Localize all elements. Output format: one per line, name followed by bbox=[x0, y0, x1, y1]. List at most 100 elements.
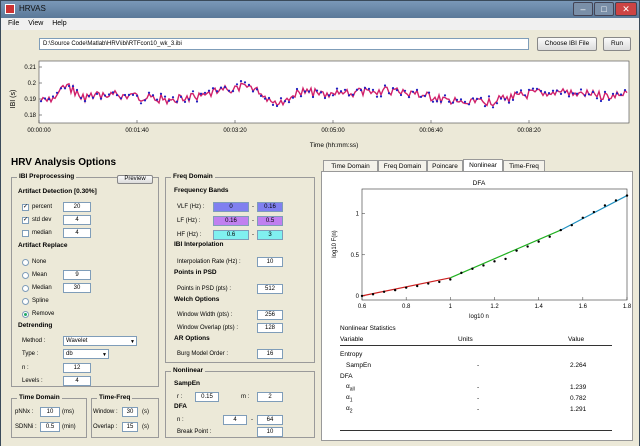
ibi-ylabel: IBI (s) bbox=[10, 90, 17, 109]
dfa-ytick-label: 1 bbox=[356, 212, 360, 218]
artifact-detection-label: Artifact Detection [0.30%] bbox=[18, 188, 97, 195]
type-select[interactable]: db ▼ bbox=[63, 349, 109, 359]
replace-median-input[interactable]: 30 bbox=[63, 283, 91, 293]
ibi-point bbox=[571, 92, 575, 95]
overlap-input[interactable]: 15 bbox=[122, 422, 138, 432]
dfa-xtick-label: 0.6 bbox=[358, 304, 367, 310]
lf-lo-input[interactable]: 0.16 bbox=[213, 216, 249, 226]
window-overlap-input[interactable]: 128 bbox=[257, 323, 283, 333]
ibi-point bbox=[539, 89, 543, 93]
tab-nonlinear[interactable]: Nonlinear bbox=[463, 159, 503, 172]
dfa-xtick-label: 1.4 bbox=[534, 304, 543, 310]
dfa-xtick-label: 1.2 bbox=[490, 304, 499, 310]
window-input[interactable]: 30 bbox=[122, 407, 138, 417]
vlf-lo-input[interactable]: 0 bbox=[213, 202, 249, 212]
ibi-point bbox=[215, 90, 219, 93]
ibi-point bbox=[587, 93, 591, 96]
replace-none-radio[interactable] bbox=[22, 259, 29, 266]
dfa-point bbox=[625, 194, 629, 197]
run-button[interactable]: Run bbox=[603, 37, 631, 51]
dfa-xtick-label: 1.6 bbox=[579, 304, 588, 310]
menu-help[interactable]: Help bbox=[52, 20, 67, 27]
time-domain-panel: Time Domain bbox=[11, 394, 87, 438]
detrend-n-input[interactable]: 12 bbox=[63, 363, 91, 373]
median-input[interactable]: 4 bbox=[63, 228, 91, 238]
hf-label: HF (Hz) : bbox=[177, 232, 202, 238]
ibi-point bbox=[347, 94, 351, 97]
ibi-point bbox=[143, 99, 147, 102]
preview-button[interactable]: Preview bbox=[117, 175, 153, 184]
interp-rate-input[interactable]: 10 bbox=[257, 257, 283, 267]
replace-spline-radio[interactable] bbox=[22, 298, 29, 305]
overlap-label: Overlap : bbox=[93, 424, 118, 430]
minimize-icon[interactable]: – bbox=[573, 2, 593, 16]
hf-hi-input[interactable]: 3 bbox=[257, 230, 283, 240]
dfa-point bbox=[471, 267, 474, 270]
tab-poincare[interactable]: Poincare bbox=[427, 160, 463, 172]
time-domain-title: Time Domain bbox=[17, 394, 62, 401]
break-point-label: Break Point : bbox=[177, 429, 212, 435]
ibi-point bbox=[455, 98, 459, 101]
ibi-point bbox=[331, 94, 335, 97]
stddev-input[interactable]: 4 bbox=[63, 215, 91, 225]
ibi-point bbox=[371, 88, 375, 91]
col-variable: Variable bbox=[340, 336, 364, 343]
ibi-point bbox=[359, 89, 363, 92]
ibi-point bbox=[483, 105, 487, 108]
close-icon[interactable]: ✕ bbox=[615, 2, 637, 16]
replace-mean-input[interactable]: 9 bbox=[63, 270, 91, 280]
hf-lo-input[interactable]: 0.6 bbox=[213, 230, 249, 240]
window-width-input[interactable]: 256 bbox=[257, 310, 283, 320]
dfa-n-lo-input[interactable]: 4 bbox=[223, 415, 247, 425]
menu-view[interactable]: View bbox=[28, 20, 44, 27]
ibi-path-field[interactable]: D:\Source Code\Matlab\HRV\ibi\RTFcon10_w… bbox=[39, 38, 529, 50]
tab-time-freq[interactable]: Time-Freq bbox=[503, 160, 545, 172]
r-input[interactable]: 0.15 bbox=[195, 392, 219, 402]
maximize-icon[interactable]: □ bbox=[594, 2, 614, 16]
method-select[interactable]: Wavelet ▼ bbox=[63, 336, 137, 346]
lf-hi-input[interactable]: 0.5 bbox=[257, 216, 283, 226]
points-psd-heading: Points in PSD bbox=[174, 269, 217, 276]
replace-median-radio[interactable] bbox=[22, 285, 29, 292]
ibi-point bbox=[467, 103, 471, 106]
percent-checkbox[interactable]: ✓ bbox=[22, 204, 29, 211]
ibi-point bbox=[563, 91, 567, 94]
choose-ibi-file-button[interactable]: Choose IBI File bbox=[537, 37, 597, 51]
vlf-hi-input[interactable]: 0.16 bbox=[257, 202, 283, 212]
ibi-point bbox=[235, 83, 239, 86]
ibi-point bbox=[147, 91, 151, 94]
levels-input[interactable]: 4 bbox=[63, 376, 91, 386]
alpha1-units: - bbox=[477, 395, 480, 402]
ibi-point bbox=[183, 100, 187, 103]
tab-time-domain[interactable]: Time Domain bbox=[323, 160, 378, 172]
ibi-plot-area bbox=[38, 60, 630, 124]
dfa-n-hi-input[interactable]: 64 bbox=[257, 415, 283, 425]
tab-freq-domain[interactable]: Freq Domain bbox=[378, 160, 427, 172]
ibi-point bbox=[291, 96, 295, 99]
replace-mean-radio[interactable] bbox=[22, 272, 29, 279]
ibi-point bbox=[63, 87, 67, 90]
ibi-point bbox=[103, 94, 107, 97]
sdnni-input[interactable]: 0.5 bbox=[40, 422, 60, 432]
ibi-point bbox=[419, 95, 423, 98]
ibi-point bbox=[167, 99, 171, 102]
dfa-point bbox=[515, 249, 518, 252]
stddev-checkbox[interactable]: ✓ bbox=[22, 217, 29, 224]
menu-file[interactable]: File bbox=[8, 20, 20, 27]
burg-order-input[interactable]: 16 bbox=[257, 349, 283, 359]
window-overlap-label: Window Overlap (pts) : bbox=[177, 325, 239, 331]
alpha2-symbol: α bbox=[346, 405, 350, 412]
lf-dash: - bbox=[252, 218, 254, 224]
ibi-point bbox=[239, 80, 243, 83]
dfa-point bbox=[360, 294, 364, 298]
m-input[interactable]: 2 bbox=[257, 392, 283, 402]
points-psd-input[interactable]: 512 bbox=[257, 284, 283, 294]
pnnx-input[interactable]: 10 bbox=[40, 407, 60, 417]
dfa-point bbox=[570, 223, 573, 227]
ibi-point bbox=[435, 100, 439, 103]
sampen-row-label: SampEn bbox=[346, 362, 371, 369]
replace-remove-radio[interactable] bbox=[22, 311, 29, 318]
break-point-input[interactable]: 10 bbox=[257, 427, 283, 437]
percent-input[interactable]: 20 bbox=[63, 202, 91, 212]
median-checkbox[interactable] bbox=[22, 230, 29, 237]
